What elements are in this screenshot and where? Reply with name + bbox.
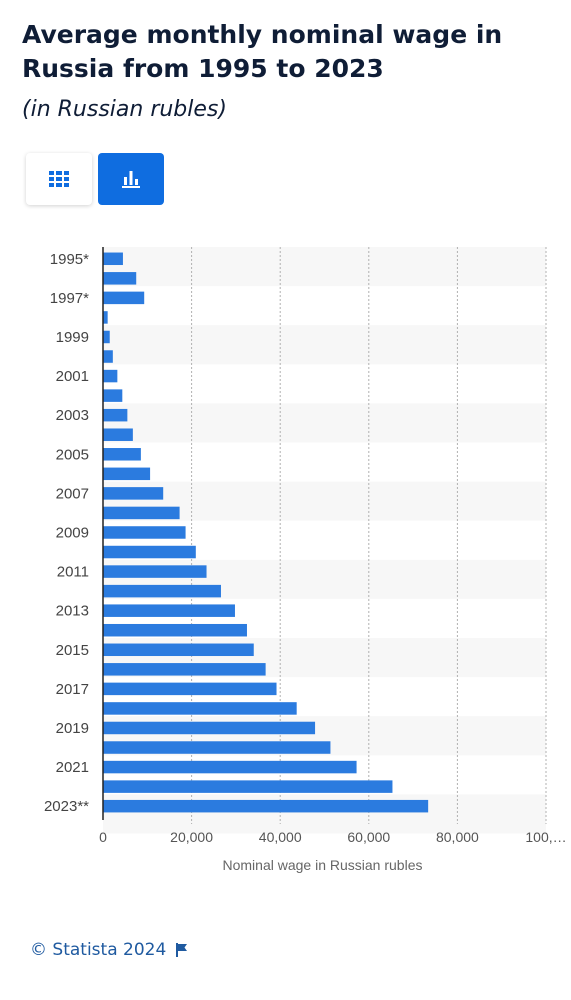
row-stripe <box>103 403 546 443</box>
y-tick-label: 2001 <box>56 368 89 385</box>
x-tick-label: 40,000 <box>259 829 302 845</box>
x-tick-label: 80,000 <box>436 829 479 845</box>
copyright-link[interactable]: © Statista 2024 <box>30 940 167 960</box>
x-tick-label: 60,000 <box>347 829 390 845</box>
flag-icon[interactable] <box>176 943 188 957</box>
bar-2018[interactable] <box>103 702 297 715</box>
y-tick-label: 2009 <box>56 524 89 541</box>
bars <box>103 252 429 813</box>
y-tick-label: 2013 <box>56 603 89 620</box>
bar-2021[interactable] <box>103 760 357 774</box>
bar-2013[interactable] <box>103 604 235 617</box>
y-tick-label: 2019 <box>56 720 89 737</box>
row-stripes <box>103 247 546 834</box>
bar-2010[interactable] <box>103 545 196 559</box>
bar-2004[interactable] <box>103 428 133 441</box>
bar-2022[interactable] <box>103 780 393 793</box>
bar-2011[interactable] <box>103 565 207 578</box>
bar-2012[interactable] <box>103 584 221 598</box>
bar-1997[interactable] <box>103 291 145 305</box>
bar-2005[interactable] <box>103 448 141 461</box>
bar-1998[interactable] <box>103 311 108 324</box>
chart-view-button[interactable] <box>98 153 164 205</box>
bar-2007[interactable] <box>103 487 164 500</box>
bar-2002[interactable] <box>103 389 123 402</box>
bar-chart-icon <box>122 171 140 188</box>
row-stripe <box>103 325 546 365</box>
y-tick-label: 2011 <box>57 564 89 581</box>
bar-2000[interactable] <box>103 350 113 363</box>
row-stripe <box>103 247 546 287</box>
bar-2006[interactable] <box>103 467 151 481</box>
bar-2016[interactable] <box>103 663 266 676</box>
bar-2009[interactable] <box>103 526 186 539</box>
bar-1995[interactable] <box>103 252 123 266</box>
y-tick-label: 2007 <box>56 485 89 502</box>
y-tick-label: 2017 <box>56 681 89 698</box>
chart-title: Average monthly nominal wage in Russia f… <box>22 20 503 83</box>
y-tick-label: 2023** <box>44 798 89 815</box>
x-tick-label: 100,… <box>525 829 566 845</box>
bar-chart: 1995* 1997* 1999 2001 2003 2005 2007 2009 2011 20… <box>44 247 567 873</box>
bar-1996[interactable] <box>103 272 137 285</box>
bar-2023[interactable] <box>103 799 429 813</box>
x-tick-labels: 0 20,000 40,000 60,000 80,000 100,… <box>99 829 567 845</box>
y-tick-label: 1999 <box>56 329 89 346</box>
bar-2008[interactable] <box>103 506 180 520</box>
table-view-button[interactable] <box>26 153 92 205</box>
x-tick-label: 20,000 <box>170 829 213 845</box>
y-tick-label: 2021 <box>56 759 89 776</box>
bar-2001[interactable] <box>103 369 118 383</box>
y-tick-labels: 1995* 1997* 1999 2001 2003 2005 2007 2009 2011 20… <box>44 251 89 815</box>
bar-2014[interactable] <box>103 623 247 637</box>
bar-2015[interactable] <box>103 643 254 657</box>
x-tick-label: 0 <box>99 829 107 845</box>
bar-2019[interactable] <box>103 721 316 735</box>
y-tick-label: 1995* <box>50 251 89 268</box>
x-axis-title: Nominal wage in Russian rubles <box>223 857 423 873</box>
chart-subtitle: (in Russian rubles) <box>22 97 227 122</box>
footer: © Statista 2024 <box>30 940 188 960</box>
grid-icon <box>49 171 69 187</box>
bar-2003[interactable] <box>103 408 128 422</box>
y-tick-label: 2005 <box>56 446 89 463</box>
y-tick-label: 2015 <box>56 642 89 659</box>
y-tick-label: 2003 <box>56 407 89 424</box>
bar-2020[interactable] <box>103 741 331 754</box>
y-tick-label: 1997* <box>50 290 89 307</box>
bar-2017[interactable] <box>103 682 277 696</box>
bar-1999[interactable] <box>103 330 110 344</box>
